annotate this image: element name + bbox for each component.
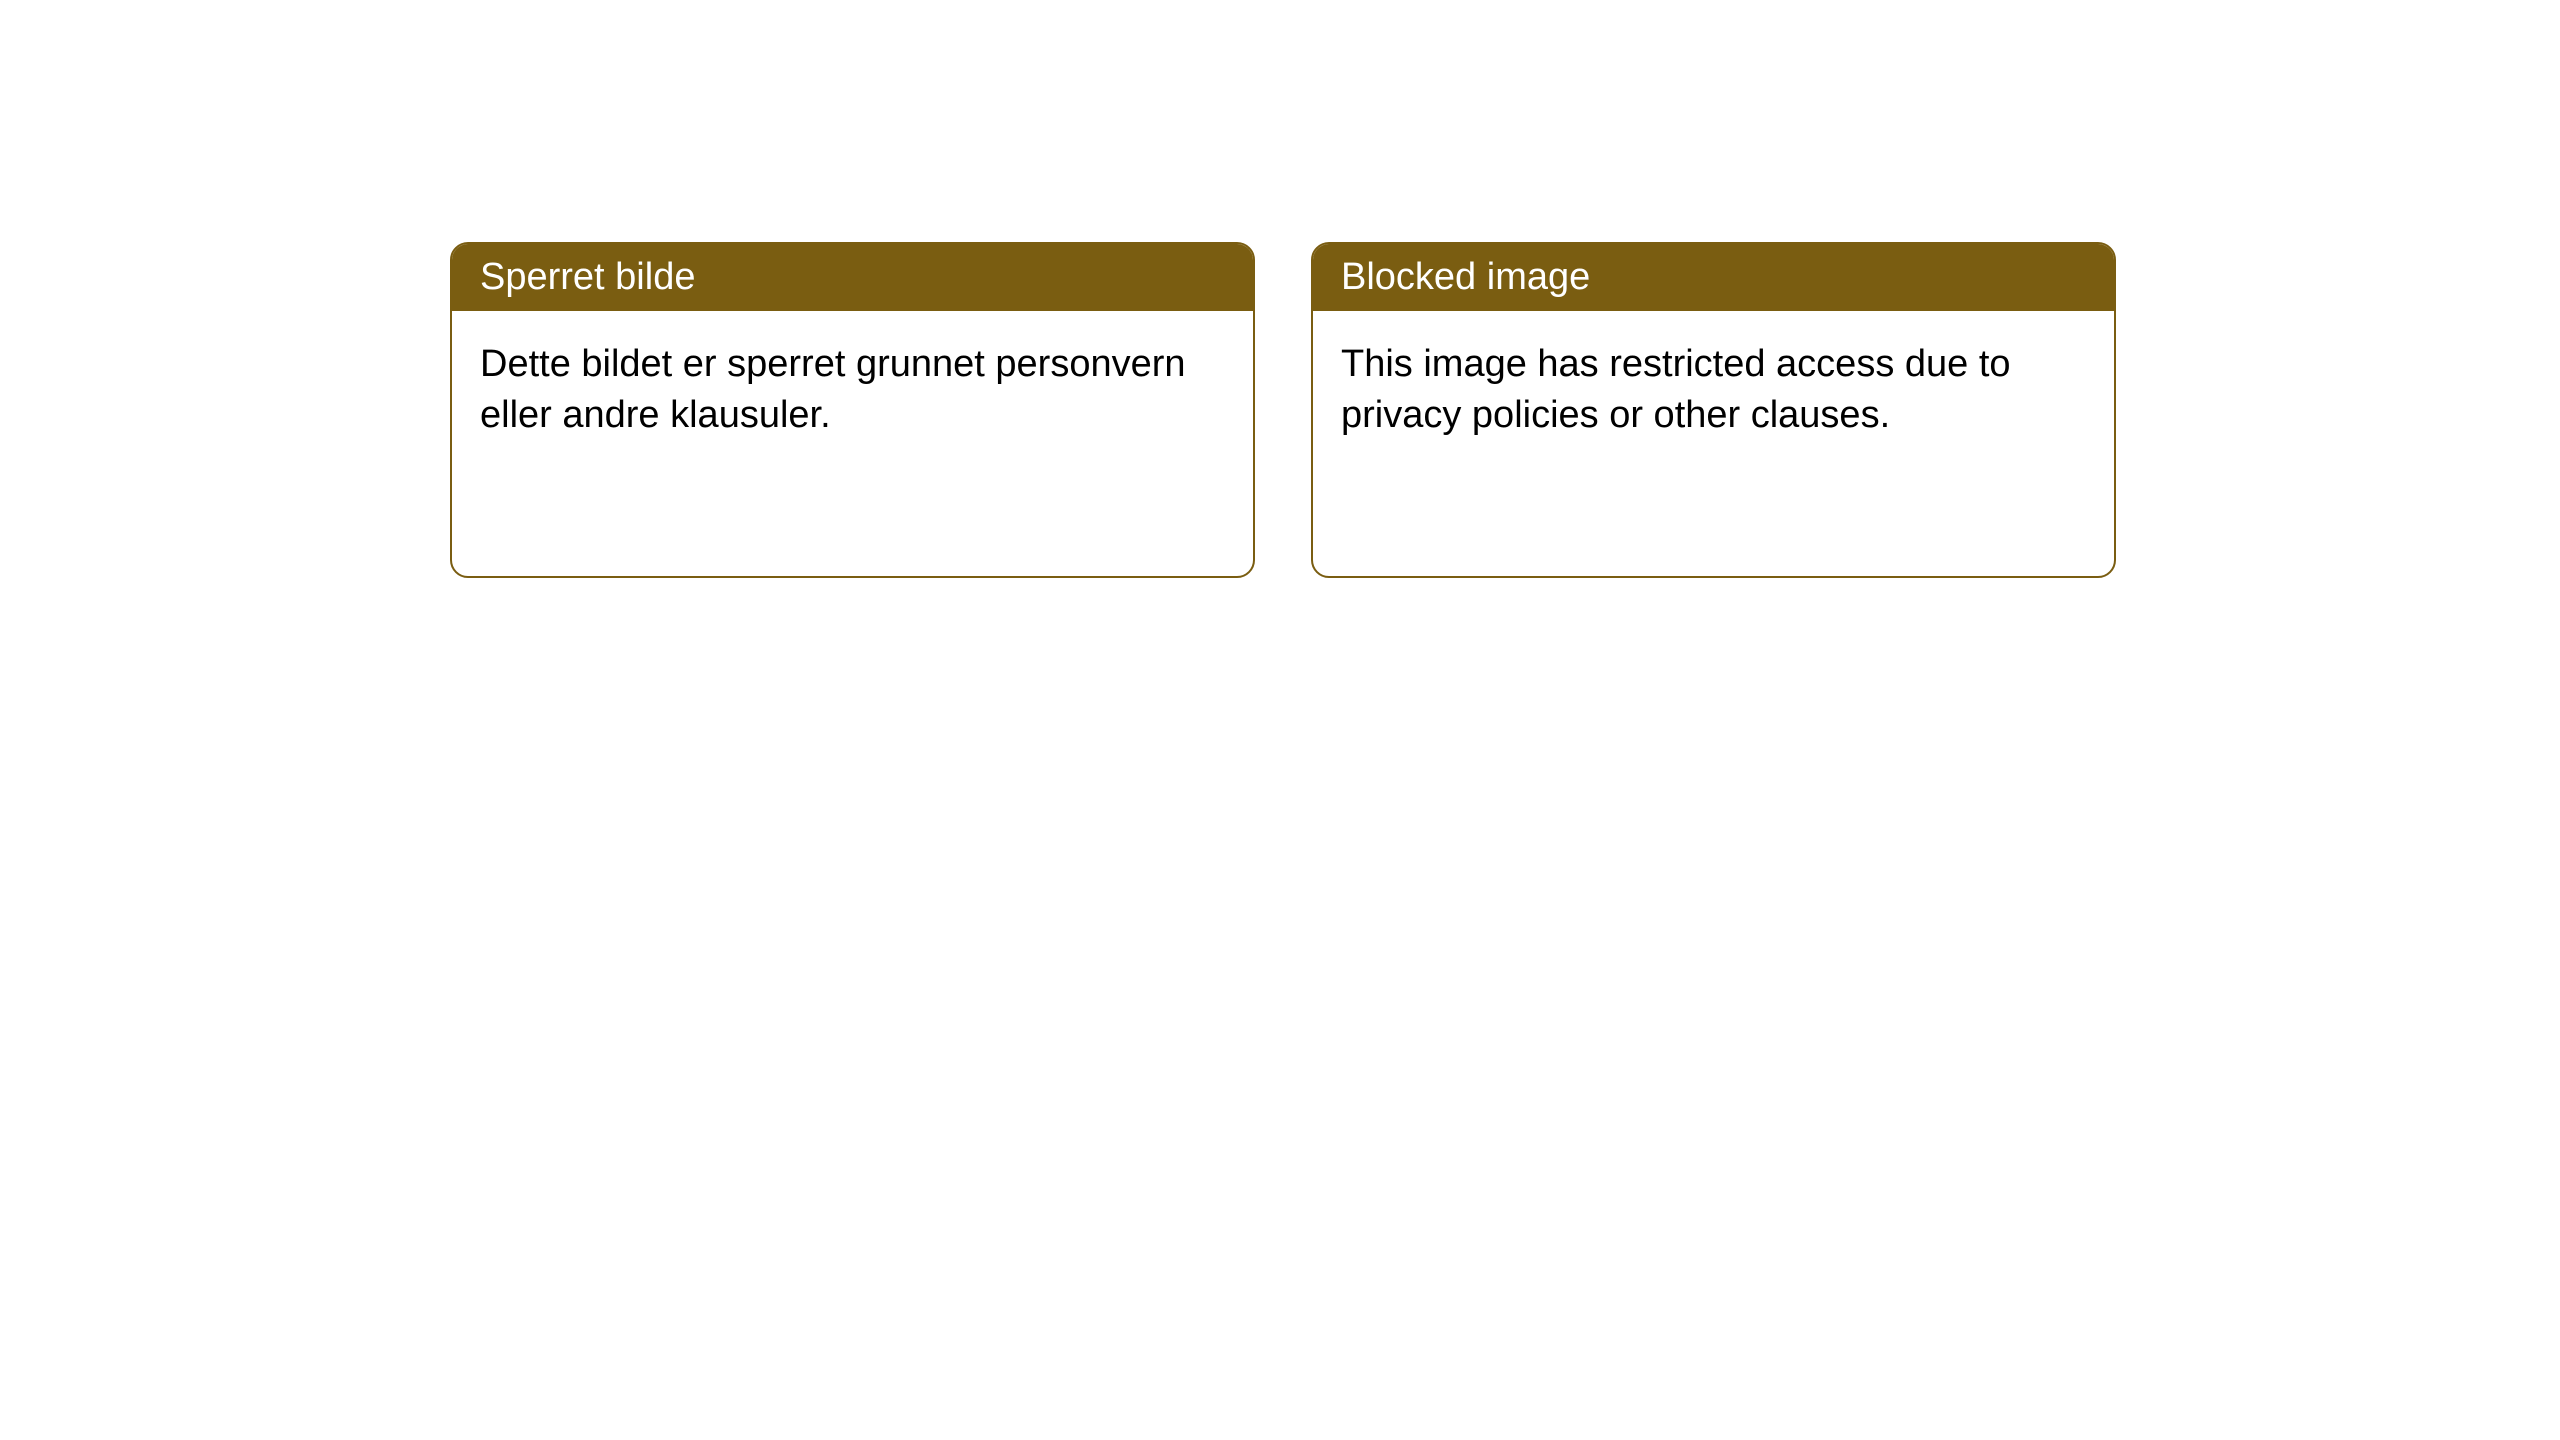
notice-body-text: Dette bildet er sperret grunnet personve… <box>480 343 1186 436</box>
notice-card-norwegian: Sperret bilde Dette bildet er sperret gr… <box>450 242 1255 578</box>
notice-body: Dette bildet er sperret grunnet personve… <box>452 311 1253 470</box>
notice-card-english: Blocked image This image has restricted … <box>1311 242 2116 578</box>
notice-title: Sperret bilde <box>480 256 695 298</box>
notice-title: Blocked image <box>1341 256 1590 298</box>
notice-header: Sperret bilde <box>452 244 1253 311</box>
notice-body: This image has restricted access due to … <box>1313 311 2114 470</box>
notice-container: Sperret bilde Dette bildet er sperret gr… <box>450 242 2116 578</box>
notice-header: Blocked image <box>1313 244 2114 311</box>
notice-body-text: This image has restricted access due to … <box>1341 343 2011 436</box>
